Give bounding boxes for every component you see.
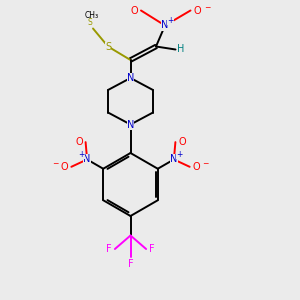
Text: O: O [61, 162, 69, 172]
Text: N: N [127, 73, 134, 83]
Text: +: + [167, 16, 174, 25]
Text: O: O [75, 137, 83, 147]
Text: O: O [193, 5, 201, 16]
Text: H: H [177, 44, 184, 55]
Text: F: F [128, 259, 133, 269]
Text: −: − [204, 3, 210, 12]
Text: F: F [149, 244, 155, 254]
Text: O: O [192, 162, 200, 172]
Text: S: S [88, 18, 92, 27]
Text: −: − [202, 159, 208, 168]
Text: +: + [176, 150, 182, 158]
Text: CH₃: CH₃ [84, 11, 99, 20]
Text: S: S [105, 41, 111, 52]
Text: +: + [79, 150, 85, 158]
Text: F: F [106, 244, 112, 254]
Text: O: O [130, 5, 138, 16]
Text: −: − [52, 159, 58, 168]
Text: N: N [83, 154, 91, 164]
Text: N: N [127, 119, 134, 130]
Text: N: N [161, 20, 169, 31]
Text: O: O [178, 137, 186, 147]
Text: N: N [170, 154, 178, 164]
